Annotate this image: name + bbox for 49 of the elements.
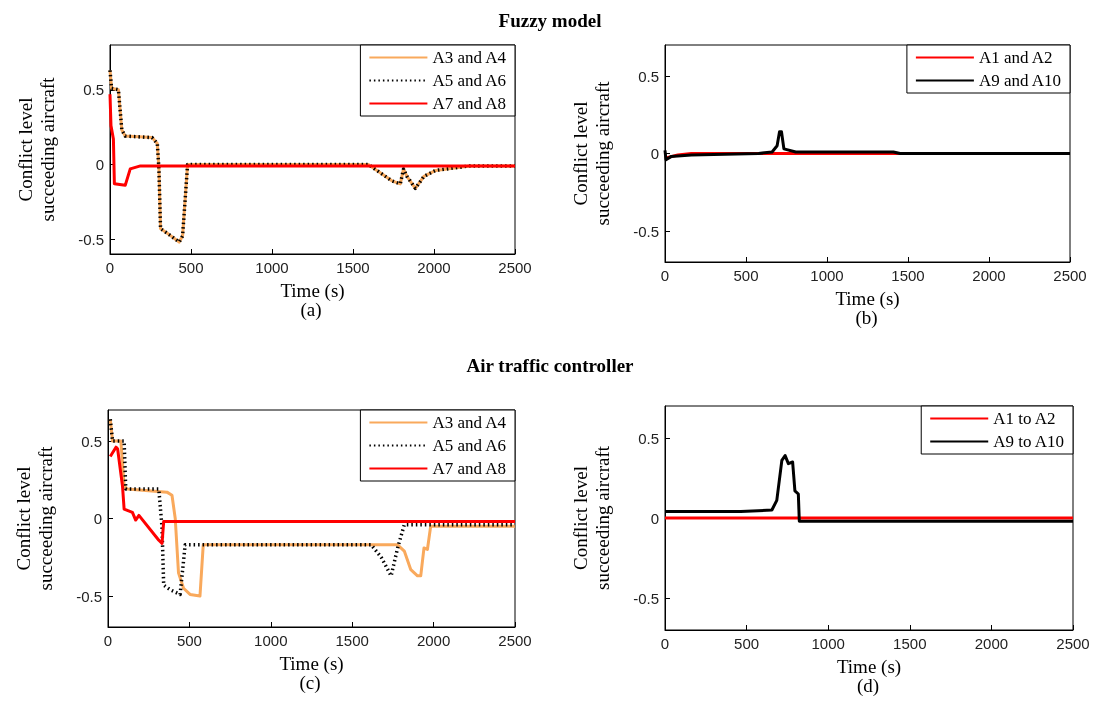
legend-label: A7 and A8: [432, 459, 507, 478]
legend-label: A9 and A10: [978, 71, 1062, 90]
y-tick-label: 0.5: [81, 432, 102, 450]
x-tick-label: 2000: [417, 259, 451, 276]
x-tick-label: 1000: [811, 635, 845, 652]
x-tick-label: 2500: [1053, 267, 1087, 284]
y-axis-title: Conflict level succeeding aircraft: [569, 445, 613, 590]
x-tick-label: 2000: [972, 267, 1006, 284]
legend-label: A3 and A4: [432, 413, 507, 432]
chart-title: Air traffic controller: [466, 355, 635, 376]
legend-label: A5 and A6: [432, 436, 507, 455]
x-tick-label: 500: [178, 259, 204, 276]
x-tick-label: 1500: [893, 635, 927, 652]
legend-label: A1 to A2: [993, 409, 1056, 428]
y-axis-title: Conflict level succeeding aircraft: [12, 445, 56, 591]
x-tick-label: 1000: [254, 632, 288, 649]
y-tick-label: 0: [650, 509, 659, 527]
chart-title: Fuzzy model: [498, 10, 602, 31]
legend-label: A7 and A8: [432, 94, 507, 113]
legend-label: A9 to A10: [993, 432, 1065, 451]
y-tick-label: -0.5: [76, 587, 102, 605]
y-tick-label: 0.5: [638, 67, 659, 85]
y-tick-label: 0.5: [83, 81, 104, 99]
x-tick-label: 1500: [335, 632, 369, 649]
x-tick-label: 2500: [1056, 635, 1090, 652]
x-tick-label: 1000: [810, 267, 844, 284]
x-tick-label: 1500: [891, 267, 925, 284]
x-tick-label: 500: [733, 267, 759, 284]
y-tick-label: 0.5: [638, 429, 659, 447]
x-tick-label: 2000: [974, 635, 1009, 652]
x-tick-label: 0: [105, 259, 115, 276]
x-tick-label: 500: [176, 632, 202, 649]
x-tick-label: 2500: [498, 632, 532, 649]
x-tick-label: 1500: [336, 259, 370, 276]
y-tick-label: 0: [95, 155, 104, 173]
legend-label: A1 and A2: [978, 48, 1053, 67]
x-tick-label: 2500: [498, 259, 532, 276]
y-tick-label: -0.5: [78, 230, 104, 248]
y-tick-label: -0.5: [633, 222, 659, 240]
y-tick-label: 0: [93, 510, 102, 527]
x-tick-label: 1000: [255, 259, 289, 276]
x-tick-label: 2000: [416, 632, 451, 649]
y-axis-title: Conflict level succeeding aircraft: [569, 80, 613, 226]
y-axis-title: Conflict level succeeding aircraft: [14, 76, 58, 222]
legend-label: A5 and A6: [432, 71, 507, 90]
x-tick-label: 500: [734, 635, 760, 652]
legend-label: A3 and A4: [432, 48, 507, 67]
y-tick-label: 0: [650, 145, 659, 162]
y-tick-label: -0.5: [633, 589, 659, 607]
